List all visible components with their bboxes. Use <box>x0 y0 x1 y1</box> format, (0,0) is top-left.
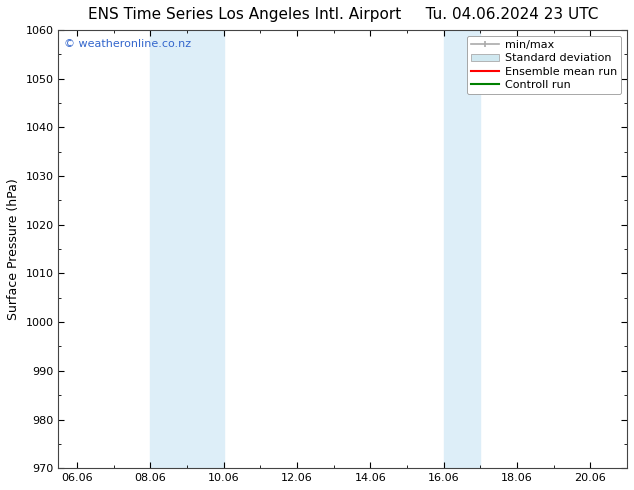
Legend: min/max, Standard deviation, Ensemble mean run, Controll run: min/max, Standard deviation, Ensemble me… <box>467 36 621 95</box>
Bar <box>150 30 224 468</box>
Title: ENS Time Series Los Angeles Intl. Airport     Tu. 04.06.2024 23 UTC: ENS Time Series Los Angeles Intl. Airpor… <box>87 7 598 22</box>
Y-axis label: Surface Pressure (hPa): Surface Pressure (hPa) <box>7 178 20 320</box>
Bar <box>444 30 481 468</box>
Text: © weatheronline.co.nz: © weatheronline.co.nz <box>64 39 191 49</box>
